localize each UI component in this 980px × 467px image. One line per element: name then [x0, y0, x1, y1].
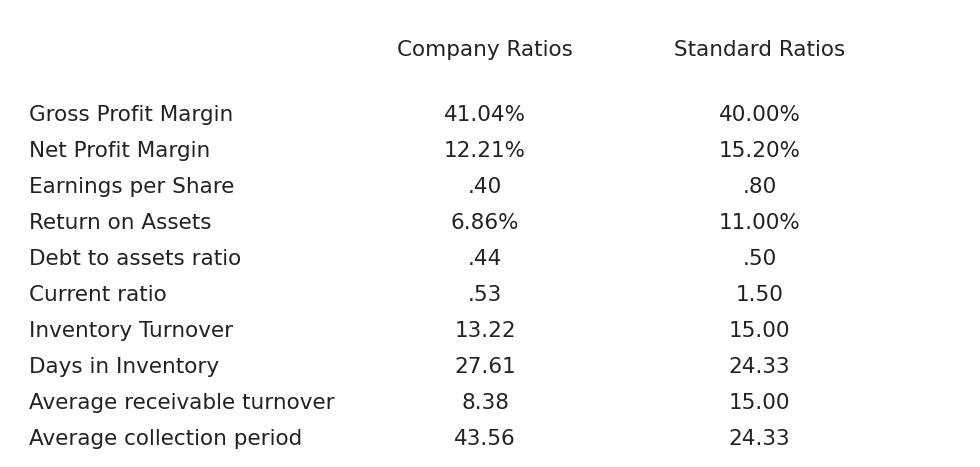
- Text: Earnings per Share: Earnings per Share: [29, 177, 235, 197]
- Text: .44: .44: [467, 249, 503, 269]
- Text: 43.56: 43.56: [454, 429, 516, 449]
- Text: Inventory Turnover: Inventory Turnover: [29, 321, 233, 341]
- Text: 15.00: 15.00: [729, 393, 790, 413]
- Text: 24.33: 24.33: [729, 429, 790, 449]
- Text: Net Profit Margin: Net Profit Margin: [29, 141, 211, 161]
- Text: Average collection period: Average collection period: [29, 429, 303, 449]
- Text: .53: .53: [468, 285, 502, 305]
- Text: Average receivable turnover: Average receivable turnover: [29, 393, 335, 413]
- Text: 11.00%: 11.00%: [718, 213, 801, 233]
- Text: .40: .40: [468, 177, 502, 197]
- Text: 15.00: 15.00: [729, 321, 790, 341]
- Text: Days in Inventory: Days in Inventory: [29, 357, 220, 377]
- Text: Company Ratios: Company Ratios: [397, 40, 573, 60]
- Text: 41.04%: 41.04%: [444, 105, 526, 125]
- Text: 6.86%: 6.86%: [451, 213, 519, 233]
- Text: .50: .50: [743, 249, 776, 269]
- Text: Return on Assets: Return on Assets: [29, 213, 212, 233]
- Text: 27.61: 27.61: [454, 357, 516, 377]
- Text: 1.50: 1.50: [736, 285, 783, 305]
- Text: 40.00%: 40.00%: [718, 105, 801, 125]
- Text: 12.21%: 12.21%: [444, 141, 526, 161]
- Text: Gross Profit Margin: Gross Profit Margin: [29, 105, 233, 125]
- Text: Current ratio: Current ratio: [29, 285, 168, 305]
- Text: 8.38: 8.38: [462, 393, 509, 413]
- Text: 15.20%: 15.20%: [718, 141, 801, 161]
- Text: 13.22: 13.22: [455, 321, 515, 341]
- Text: Debt to assets ratio: Debt to assets ratio: [29, 249, 242, 269]
- Text: 24.33: 24.33: [729, 357, 790, 377]
- Text: Standard Ratios: Standard Ratios: [674, 40, 845, 60]
- Text: .80: .80: [743, 177, 776, 197]
